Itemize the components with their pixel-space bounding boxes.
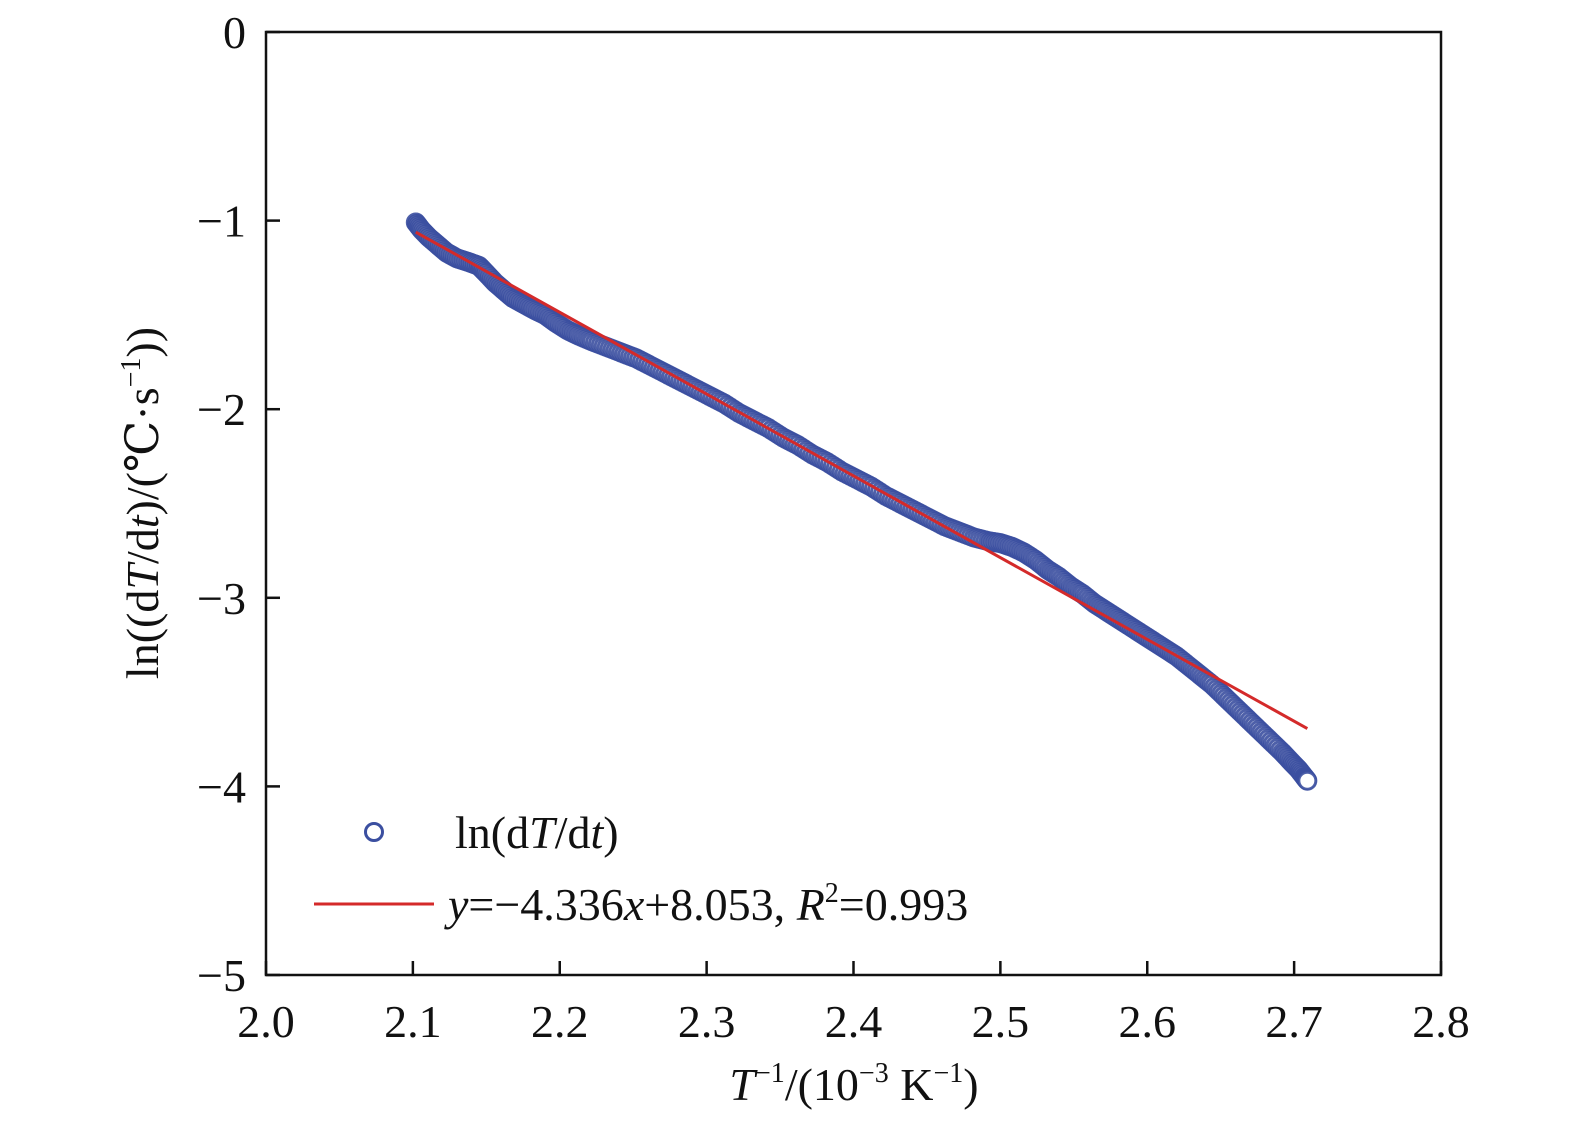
y-axis-title: ln((dT/dt)/(℃·s−1)) (116, 327, 168, 679)
legend-scatter-p3: ) (603, 807, 618, 858)
legend: ln(dT/dt) y=−4.336x+8.053, R2=0.993 (314, 807, 968, 930)
y-axis-ticks: 0 −1 −2 −3 −4 −5 (197, 7, 280, 1001)
legend-fit-var3: R (796, 879, 825, 930)
legend-marker-scatter (364, 822, 384, 842)
data-point (1297, 770, 1318, 791)
legend-scatter-p2: /d (555, 807, 591, 858)
y-axis-title-sup: −1 (116, 358, 147, 388)
fit-line (415, 230, 1309, 730)
legend-fit-p2: +8.053, (644, 879, 796, 930)
legend-scatter-var2: t (590, 807, 604, 858)
legend-fit-p1: =−4.336 (468, 879, 623, 930)
x-tick-label: 2.0 (237, 996, 295, 1047)
x-axis-title-sup3: −1 (933, 1058, 963, 1089)
legend-fit-sup: 2 (825, 878, 839, 909)
x-axis-title-mid: /(10 (785, 1059, 859, 1110)
x-axis-title-unit: K (889, 1059, 934, 1110)
data-points-group (405, 212, 1318, 791)
plot-frame (264, 30, 1443, 977)
y-axis-title-p3: )/(℃·s (117, 387, 168, 515)
x-axis-title-sup1: −1 (755, 1058, 785, 1089)
plot-area (264, 30, 1443, 977)
x-tick-label: 2.1 (384, 996, 442, 1047)
y-tick-label: −3 (197, 573, 246, 624)
x-tick-label: 2.5 (972, 996, 1030, 1047)
y-axis-title-p4: )) (117, 327, 168, 358)
x-axis-title-end: ) (963, 1059, 978, 1110)
x-tick-label: 2.4 (825, 996, 883, 1047)
x-tick-label: 2.7 (1265, 996, 1323, 1047)
y-tick-label: 0 (223, 7, 246, 58)
legend-fit-p3: =0.993 (839, 879, 968, 930)
y-tick-label: −4 (197, 761, 246, 812)
y-tick-label: −1 (197, 196, 246, 247)
x-axis-ticks: 2.0 2.1 2.2 2.3 2.4 2.5 2.6 2.7 2.8 (237, 961, 1470, 1047)
x-axis-title-var: T (729, 1059, 758, 1110)
x-tick-label: 2.8 (1412, 996, 1470, 1047)
legend-scatter-p1: ln(d (455, 807, 529, 858)
y-axis-title-p1: ln((d (117, 590, 168, 679)
y-axis-title-var2: t (117, 514, 168, 528)
legend-fit-var2: x (623, 879, 645, 930)
legend-label-scatter: ln(dT/dt) (455, 807, 619, 858)
y-tick-label: −5 (197, 950, 246, 1001)
legend-fit-var1: y (444, 879, 469, 930)
legend-label-fit: y=−4.336x+8.053, R2=0.993 (444, 878, 968, 930)
x-tick-label: 2.6 (1119, 996, 1177, 1047)
x-axis-title: T−1/(10−3 K−1) (729, 1058, 978, 1110)
x-tick-label: 2.3 (678, 996, 736, 1047)
x-tick-label: 2.2 (531, 996, 589, 1047)
x-axis-title-sup2: −3 (859, 1058, 889, 1089)
legend-scatter-var1: T (529, 807, 558, 858)
y-tick-label: −2 (197, 384, 246, 435)
y-axis-title-p2: /d (117, 528, 168, 564)
y-axis-title-var1: T (117, 561, 168, 590)
